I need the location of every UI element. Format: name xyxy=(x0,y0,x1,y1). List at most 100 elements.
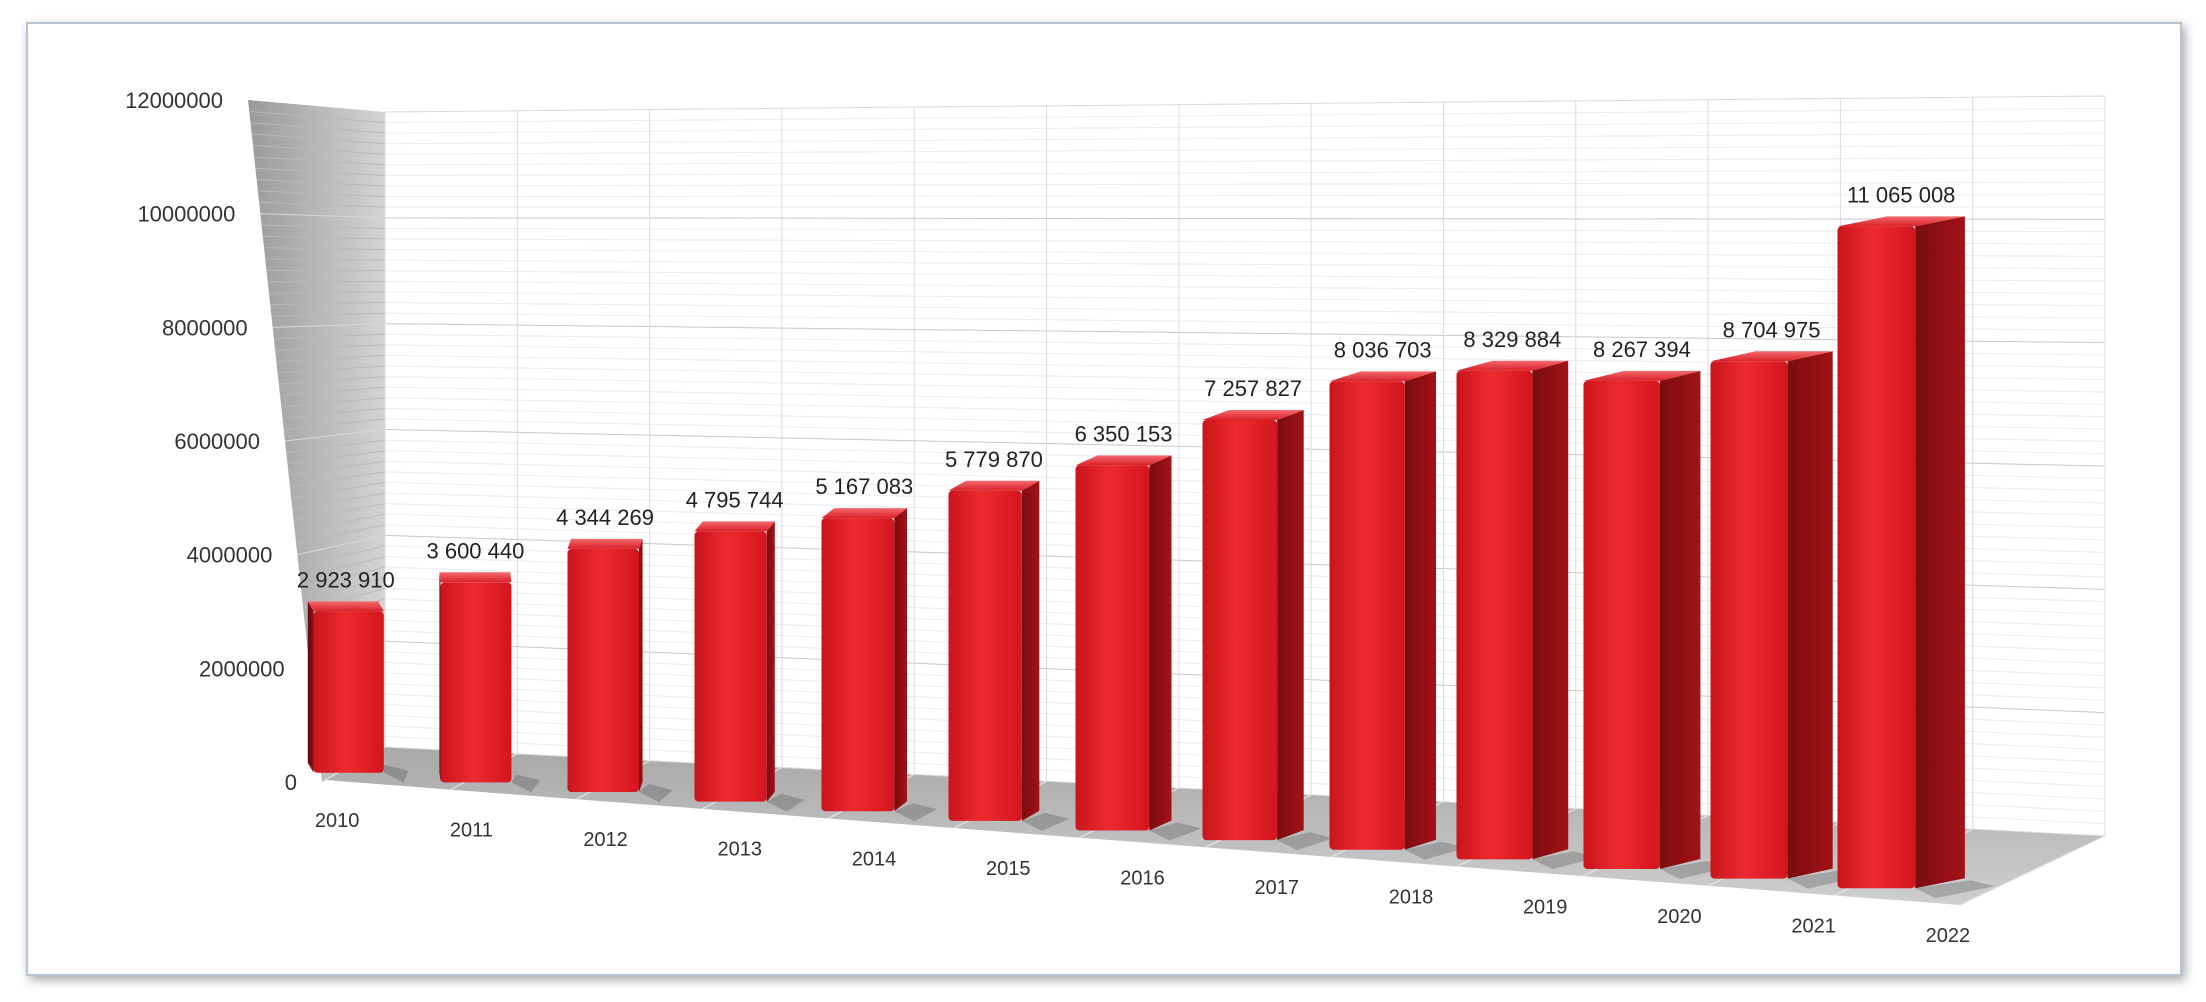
bar-shadow xyxy=(639,784,673,802)
x-tick-label: 2017 xyxy=(1254,877,1299,899)
bar-top xyxy=(1202,410,1304,420)
y-tick-label: 8000000 xyxy=(162,315,248,340)
side-wall-gridline xyxy=(273,333,386,340)
side-wall-gridline xyxy=(276,354,386,362)
gridline-horizontal xyxy=(384,259,2106,270)
y-tick-label: 6000000 xyxy=(174,429,260,454)
data-label: 6 350 153 xyxy=(1075,421,1173,446)
bar-front xyxy=(440,582,512,783)
bar-front xyxy=(1329,381,1405,850)
bar-top xyxy=(694,521,775,532)
gridline-horizontal xyxy=(384,323,2106,344)
x-tick-label: 2011 xyxy=(450,819,493,841)
side-wall-gridline xyxy=(281,397,386,408)
data-label: 8 267 394 xyxy=(1593,337,1691,362)
bar-shadow xyxy=(511,774,541,793)
side-wall-gridline xyxy=(255,167,386,176)
side-wall-gridline xyxy=(265,258,386,261)
bar-2014 xyxy=(821,508,937,822)
gridline-horizontal xyxy=(384,270,2106,282)
bar-side xyxy=(1787,351,1833,879)
side-wall-gridline xyxy=(256,179,386,187)
side-wall-gridline xyxy=(277,365,386,374)
bar-shadow xyxy=(1532,851,1599,870)
data-label: 8 704 975 xyxy=(1723,317,1821,342)
bar-2013 xyxy=(694,521,805,812)
bar-top xyxy=(1837,216,1965,227)
side-wall-gridline xyxy=(257,190,386,198)
side-wall-gridline xyxy=(298,545,386,567)
gridline-horizontal xyxy=(384,169,2106,176)
side-wall-gridline xyxy=(259,201,386,208)
bar-shadow xyxy=(1021,812,1070,831)
side-wall-gridline xyxy=(271,312,386,317)
bar-side xyxy=(307,601,314,773)
x-tick-label: 2014 xyxy=(852,848,897,870)
bar-2018 xyxy=(1329,371,1466,860)
bar-side xyxy=(894,508,907,812)
bar-shadow xyxy=(1404,841,1466,860)
data-label: 11 065 008 xyxy=(1847,182,1955,207)
bar-side xyxy=(1149,455,1172,831)
gridline-horizontal xyxy=(384,144,2106,155)
bar-side xyxy=(766,521,775,802)
side-wall-gridline xyxy=(288,460,386,476)
bar-side xyxy=(1404,371,1436,850)
bar-shadow xyxy=(1915,880,1995,899)
x-tick-label: 2021 xyxy=(1791,916,1836,938)
x-tick-label: 2015 xyxy=(986,858,1031,880)
bar-shadow xyxy=(1149,822,1202,841)
side-wall-gridline xyxy=(272,323,386,328)
bar-front xyxy=(567,548,640,793)
side-wall-gridline xyxy=(283,418,386,431)
side-wall-gridline xyxy=(292,492,386,510)
x-tick-label: 2019 xyxy=(1523,896,1568,918)
bar-top xyxy=(1583,370,1701,381)
y-tick-label: 12000000 xyxy=(125,88,223,113)
gridline-horizontal xyxy=(384,181,2106,187)
gridline-horizontal xyxy=(384,238,2106,245)
bar-front xyxy=(948,490,1022,821)
y-tick-label: 10000000 xyxy=(137,202,235,227)
bar-top xyxy=(1329,371,1436,382)
x-tick-label: 2013 xyxy=(718,839,763,861)
side-wall-gridline xyxy=(300,566,386,590)
side-wall-gridline xyxy=(291,481,386,499)
side-wall-gridline xyxy=(278,376,386,385)
gridline-horizontal xyxy=(384,312,2106,331)
x-tick-label: 2022 xyxy=(1926,925,1971,947)
bar-front xyxy=(821,518,895,812)
bar-2010 xyxy=(307,601,409,783)
x-tick-label: 2020 xyxy=(1657,906,1702,928)
gridline-horizontal xyxy=(384,157,2106,166)
bar-2022 xyxy=(1837,216,1995,899)
bar-front xyxy=(1583,380,1660,869)
gridline-horizontal xyxy=(384,227,2106,233)
side-wall-gridline xyxy=(260,213,386,219)
bar-2012 xyxy=(567,538,673,802)
bar-top xyxy=(1075,455,1172,466)
side-wall-gridline xyxy=(284,429,386,442)
side-wall-gridline xyxy=(249,110,386,124)
side-wall-gridline xyxy=(294,513,386,533)
bar-front xyxy=(1710,361,1788,879)
bar-front xyxy=(313,611,384,773)
side-wall-gridline xyxy=(282,407,386,419)
bar-shadow xyxy=(383,764,409,783)
data-label: 5 167 083 xyxy=(815,474,913,499)
data-label: 8 036 703 xyxy=(1334,337,1432,362)
bar-shadow xyxy=(894,803,937,822)
gridline-horizontal xyxy=(384,107,2106,124)
bar-shadow xyxy=(766,793,805,812)
y-tick-label: 0 xyxy=(285,770,297,795)
data-label: 8 329 884 xyxy=(1463,327,1561,352)
side-wall-gridline xyxy=(287,450,386,465)
bar-top xyxy=(439,572,512,583)
side-wall-gridline xyxy=(251,133,386,145)
side-wall-gridline xyxy=(261,224,386,229)
gridline-horizontal xyxy=(384,302,2106,319)
side-wall-gridline xyxy=(297,534,386,556)
x-tick-label: 2010 xyxy=(315,810,360,832)
bar-side xyxy=(1277,410,1304,841)
